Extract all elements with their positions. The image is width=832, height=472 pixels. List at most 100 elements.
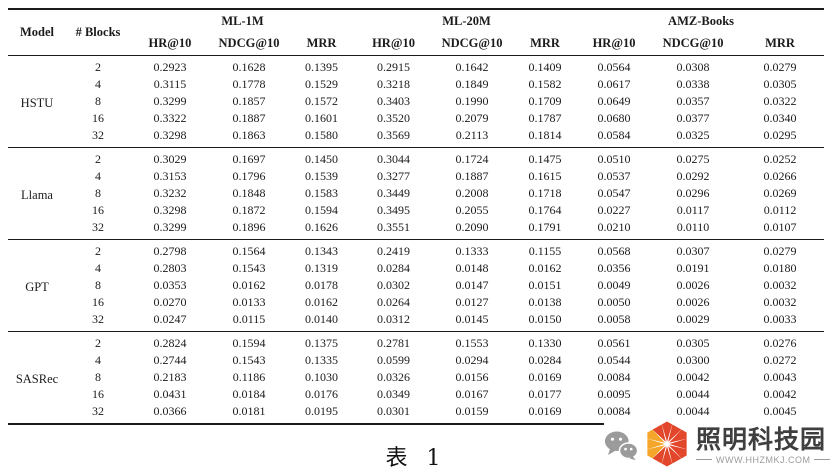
metric-value: 0.3115	[153, 77, 187, 91]
metric-value: 0.0044	[676, 387, 710, 401]
blocks-value: 8	[95, 94, 101, 108]
metric-value: 0.1450	[305, 152, 339, 166]
metric-value: 0.0210	[597, 220, 631, 234]
table-row: 32 0.3298 0.1863 0.1580 0.3569 0.2113 0.1814 0.…	[8, 127, 824, 148]
metric-value: 0.0032	[763, 295, 797, 309]
metric-value: 0.1580	[305, 128, 339, 142]
blocks-value: 4	[95, 77, 101, 91]
metric-header: NDCG@10	[662, 36, 724, 50]
metric-value: 0.0177	[528, 387, 562, 401]
table-row: 16 0.3322 0.1887 0.1601 0.3520 0.2079 0.1787 0.…	[8, 110, 824, 127]
metric-value: 0.3449	[377, 186, 411, 200]
metric-value: 0.1543	[232, 261, 266, 275]
metric-value: 0.1887	[455, 169, 489, 183]
metric-value: 0.0195	[305, 404, 339, 418]
metric-value: 0.1475	[528, 152, 562, 166]
metric-value: 0.1615	[528, 169, 562, 183]
metric-value: 0.0568	[597, 244, 631, 258]
group-header-ml-1m: ML-1M	[221, 14, 264, 28]
metric-value: 0.1814	[528, 128, 562, 142]
table-row: 4 0.3153 0.1796 0.1539 0.3277 0.1887 0.1615 0.0…	[8, 168, 824, 185]
metric-value: 0.0307	[676, 244, 710, 258]
model-name: GPT	[25, 279, 49, 294]
blocks-value: 2	[95, 152, 101, 166]
metric-value: 0.1529	[305, 77, 339, 91]
metric-value: 0.0356	[597, 261, 631, 275]
metric-value: 0.1796	[232, 169, 266, 183]
metric-value: 0.0584	[597, 128, 631, 142]
metric-value: 0.0308	[676, 60, 710, 74]
metric-value: 0.0617	[597, 77, 631, 91]
metric-value: 0.0510	[597, 152, 631, 166]
metric-value: 0.1764	[528, 203, 562, 217]
metric-value: 0.1887	[232, 111, 266, 125]
metric-value: 0.2079	[455, 111, 489, 125]
table-row: 32 0.0247 0.0115 0.0140 0.0312 0.0145 0.0150 0.…	[8, 311, 824, 332]
metric-header: MRR	[530, 36, 560, 50]
blocks-value: 16	[92, 387, 104, 401]
metric-value: 0.1724	[455, 152, 489, 166]
metric-value: 0.1990	[455, 94, 489, 108]
metric-value: 0.3299	[153, 94, 187, 108]
blocks-value: 8	[95, 370, 101, 384]
metric-value: 0.3029	[153, 152, 187, 166]
metric-value: 0.0159	[455, 404, 489, 418]
metric-value: 0.1594	[232, 336, 266, 350]
metric-header: MRR	[306, 36, 337, 50]
table-row: 4 0.2744 0.1543 0.1335 0.0599 0.0294 0.0284 0.0…	[8, 352, 824, 369]
metric-value: 0.3495	[377, 203, 411, 217]
model-name: HSTU	[20, 95, 54, 110]
metric-value: 0.0247	[153, 312, 187, 326]
metric-value: 0.3403	[377, 94, 411, 108]
metric-value: 0.0266	[763, 169, 797, 183]
blocks-value: 32	[92, 220, 104, 234]
metric-value: 0.0431	[153, 387, 187, 401]
watermark-url-text: WWW.HHZMKJ.COM	[716, 454, 811, 465]
metric-value: 0.3569	[377, 128, 411, 142]
metric-header: HR@10	[372, 36, 415, 50]
watermark-url: WWW.HHZMKJ.COM	[696, 454, 831, 466]
metric-value: 0.0564	[597, 60, 631, 74]
metric-value: 0.2419	[377, 244, 411, 258]
metric-value: 0.0148	[455, 261, 489, 275]
metric-value: 0.0084	[597, 370, 631, 384]
table-row: 16 0.0270 0.0133 0.0162 0.0264 0.0127 0.0138 0.…	[8, 294, 824, 311]
blocks-value: 16	[92, 295, 104, 309]
group-header-amz-books: AMZ-Books	[668, 14, 735, 28]
metric-value: 0.0167	[455, 387, 489, 401]
metric-value: 0.0252	[763, 152, 797, 166]
metric-value: 0.0599	[377, 353, 411, 367]
blocks-value: 2	[95, 60, 101, 74]
metric-value: 0.0305	[763, 77, 797, 91]
blocks-value: 32	[92, 312, 104, 326]
metric-value: 0.1849	[455, 77, 489, 91]
metric-header: NDCG@10	[218, 36, 280, 50]
metric-value: 0.1543	[232, 353, 266, 367]
metric-value: 0.0338	[676, 77, 710, 91]
metric-value: 0.0150	[528, 312, 562, 326]
blocks-value: 2	[95, 336, 101, 350]
metric-value: 0.0191	[676, 261, 710, 275]
metric-value: 0.0033	[763, 312, 797, 326]
metric-value: 0.0032	[763, 278, 797, 292]
col-header-blocks: # Blocks	[75, 25, 121, 39]
metric-value: 0.1626	[305, 220, 339, 234]
wechat-icon	[604, 430, 639, 466]
model-name: SASRec	[15, 371, 59, 386]
metric-value: 0.0156	[455, 370, 489, 384]
metric-value: 0.0300	[676, 353, 710, 367]
table-row: 8 0.3299 0.1857 0.1572 0.3403 0.1990 0.1709 0.0…	[8, 93, 824, 110]
metric-value: 0.3232	[153, 186, 187, 200]
metric-value: 0.0544	[597, 353, 631, 367]
metric-value: 0.3153	[153, 169, 187, 183]
metric-value: 0.0049	[597, 278, 631, 292]
metric-value: 0.0151	[528, 278, 562, 292]
metric-value: 0.0181	[232, 404, 266, 418]
metric-value: 0.1896	[232, 220, 266, 234]
metric-value: 0.0680	[597, 111, 631, 125]
metric-value: 0.1582	[528, 77, 562, 91]
metric-value: 0.0301	[377, 404, 411, 418]
model-group-sasrec: SASRec 2 0.2824 0.1594 0.1375 0.2781 0.1553 0.1…	[8, 331, 825, 425]
table-row: Llama 2 0.3029 0.1697 0.1450 0.3044 0.1724 0.14…	[8, 148, 824, 202]
metric-value: 0.1697	[232, 152, 266, 166]
